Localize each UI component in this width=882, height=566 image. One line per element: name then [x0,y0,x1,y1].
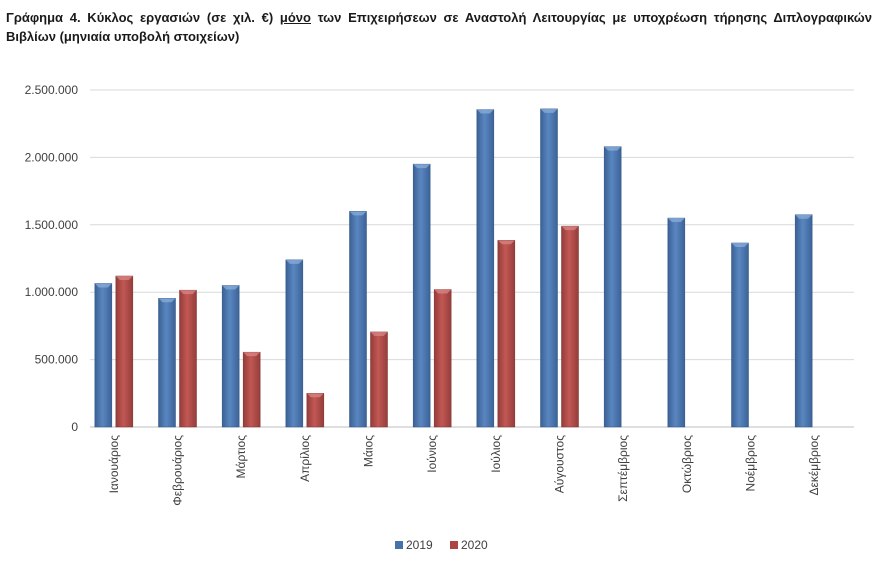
bar-2019-6 [412,163,431,428]
bar-top-bevel [370,331,388,336]
bar-2020-1 [115,275,134,428]
bar-top-bevel [243,352,261,357]
bar-top-bevel [434,289,452,294]
chart-title-emphasis: μόνο [279,10,311,25]
chart-title-part1: Γράφημα 4. Κύκλος εργασιών (σε χιλ. €) [6,10,280,25]
bar-2019-8 [540,108,558,428]
y-tick-label: 2.000.000 [25,150,79,164]
bar-2020-4 [306,393,325,428]
bar-2020-8 [561,225,579,428]
y-axis-ticks: 0 500.000 1.000.000 1.500.000 2.000.000 2.500… [25,83,79,434]
bar-top-bevel [497,240,515,245]
bar-top-bevel [667,218,685,223]
bar-2020-2 [179,289,197,428]
bar-top-bevel [795,214,813,219]
x-category-label: Οκτώβριος [680,435,694,493]
bar-2019-9 [603,146,622,428]
bar-top-bevel [561,226,579,231]
bar-2020-7 [497,240,516,428]
chart-title: Γράφημα 4. Κύκλος εργασιών (σε χιλ. €) μ… [6,8,872,46]
bar-top-bevel [349,211,367,216]
bar-2020-5 [370,331,388,428]
bar-2019-2 [158,298,176,428]
x-category-label: Απρίλιος [298,435,312,482]
bar-2019-4 [285,259,304,428]
bar-2019-11 [731,242,749,428]
legend: 2019 2020 [395,538,488,552]
legend-label-2019: 2019 [406,538,433,552]
x-category-label: Ιανουάριος [107,435,121,494]
x-category-label: Μάρτιος [234,435,248,479]
bar-top-bevel [731,242,749,247]
bar-2020-6 [433,289,452,428]
bar-top-bevel [285,259,303,264]
gridlines [90,89,854,428]
bar-2020-3 [242,351,261,428]
bar-2019-7 [476,109,495,428]
bar-top-bevel [306,393,324,398]
bar-top-bevel [158,298,176,303]
x-category-label: Φεβρουάριος [171,435,185,506]
legend-label-2020: 2020 [461,538,488,552]
x-category-label: Ιούνιος [425,435,439,473]
bar-top-bevel [604,146,622,151]
y-tick-label: 2.500.000 [25,83,79,97]
x-category-label: Αύγουστος [553,435,567,493]
y-tick-label: 1.500.000 [25,218,79,232]
bar-top-bevel [94,283,112,288]
y-tick-label: 500.000 [35,353,79,367]
bar-top-bevel [222,285,240,290]
x-category-label: Δεκέμβριος [807,435,821,496]
bar-2019-10 [667,217,686,428]
bars [94,108,813,428]
bar-top-bevel [413,164,431,169]
chart-title-part2: των Επιχειρήσεων σε Αναστολή Λειτουργίας… [6,10,872,44]
bar-top-bevel [540,108,558,113]
bar-2019-12 [794,214,813,428]
bar-2019-1 [94,283,113,428]
y-tick-label: 0 [71,420,78,434]
x-category-label: Μάιος [362,435,376,467]
x-category-label: Σεπτέμβριος [616,435,630,502]
bar-2019-3 [221,285,240,428]
legend-swatch-2019 [395,541,403,549]
x-axis-labels: Ιανουάριος Φεβρουάριος Μάρτιος Απρίλιος Μάιο… [107,435,821,506]
bar-top-bevel [179,290,197,295]
bar-2019-5 [349,211,367,428]
x-category-label: Ιούλιος [489,435,503,473]
bar-top-bevel [115,276,133,281]
y-tick-label: 1.000.000 [25,285,79,299]
x-category-label: Νοέμβριος [744,435,758,492]
legend-swatch-2020 [450,541,458,549]
bar-top-bevel [476,109,494,114]
